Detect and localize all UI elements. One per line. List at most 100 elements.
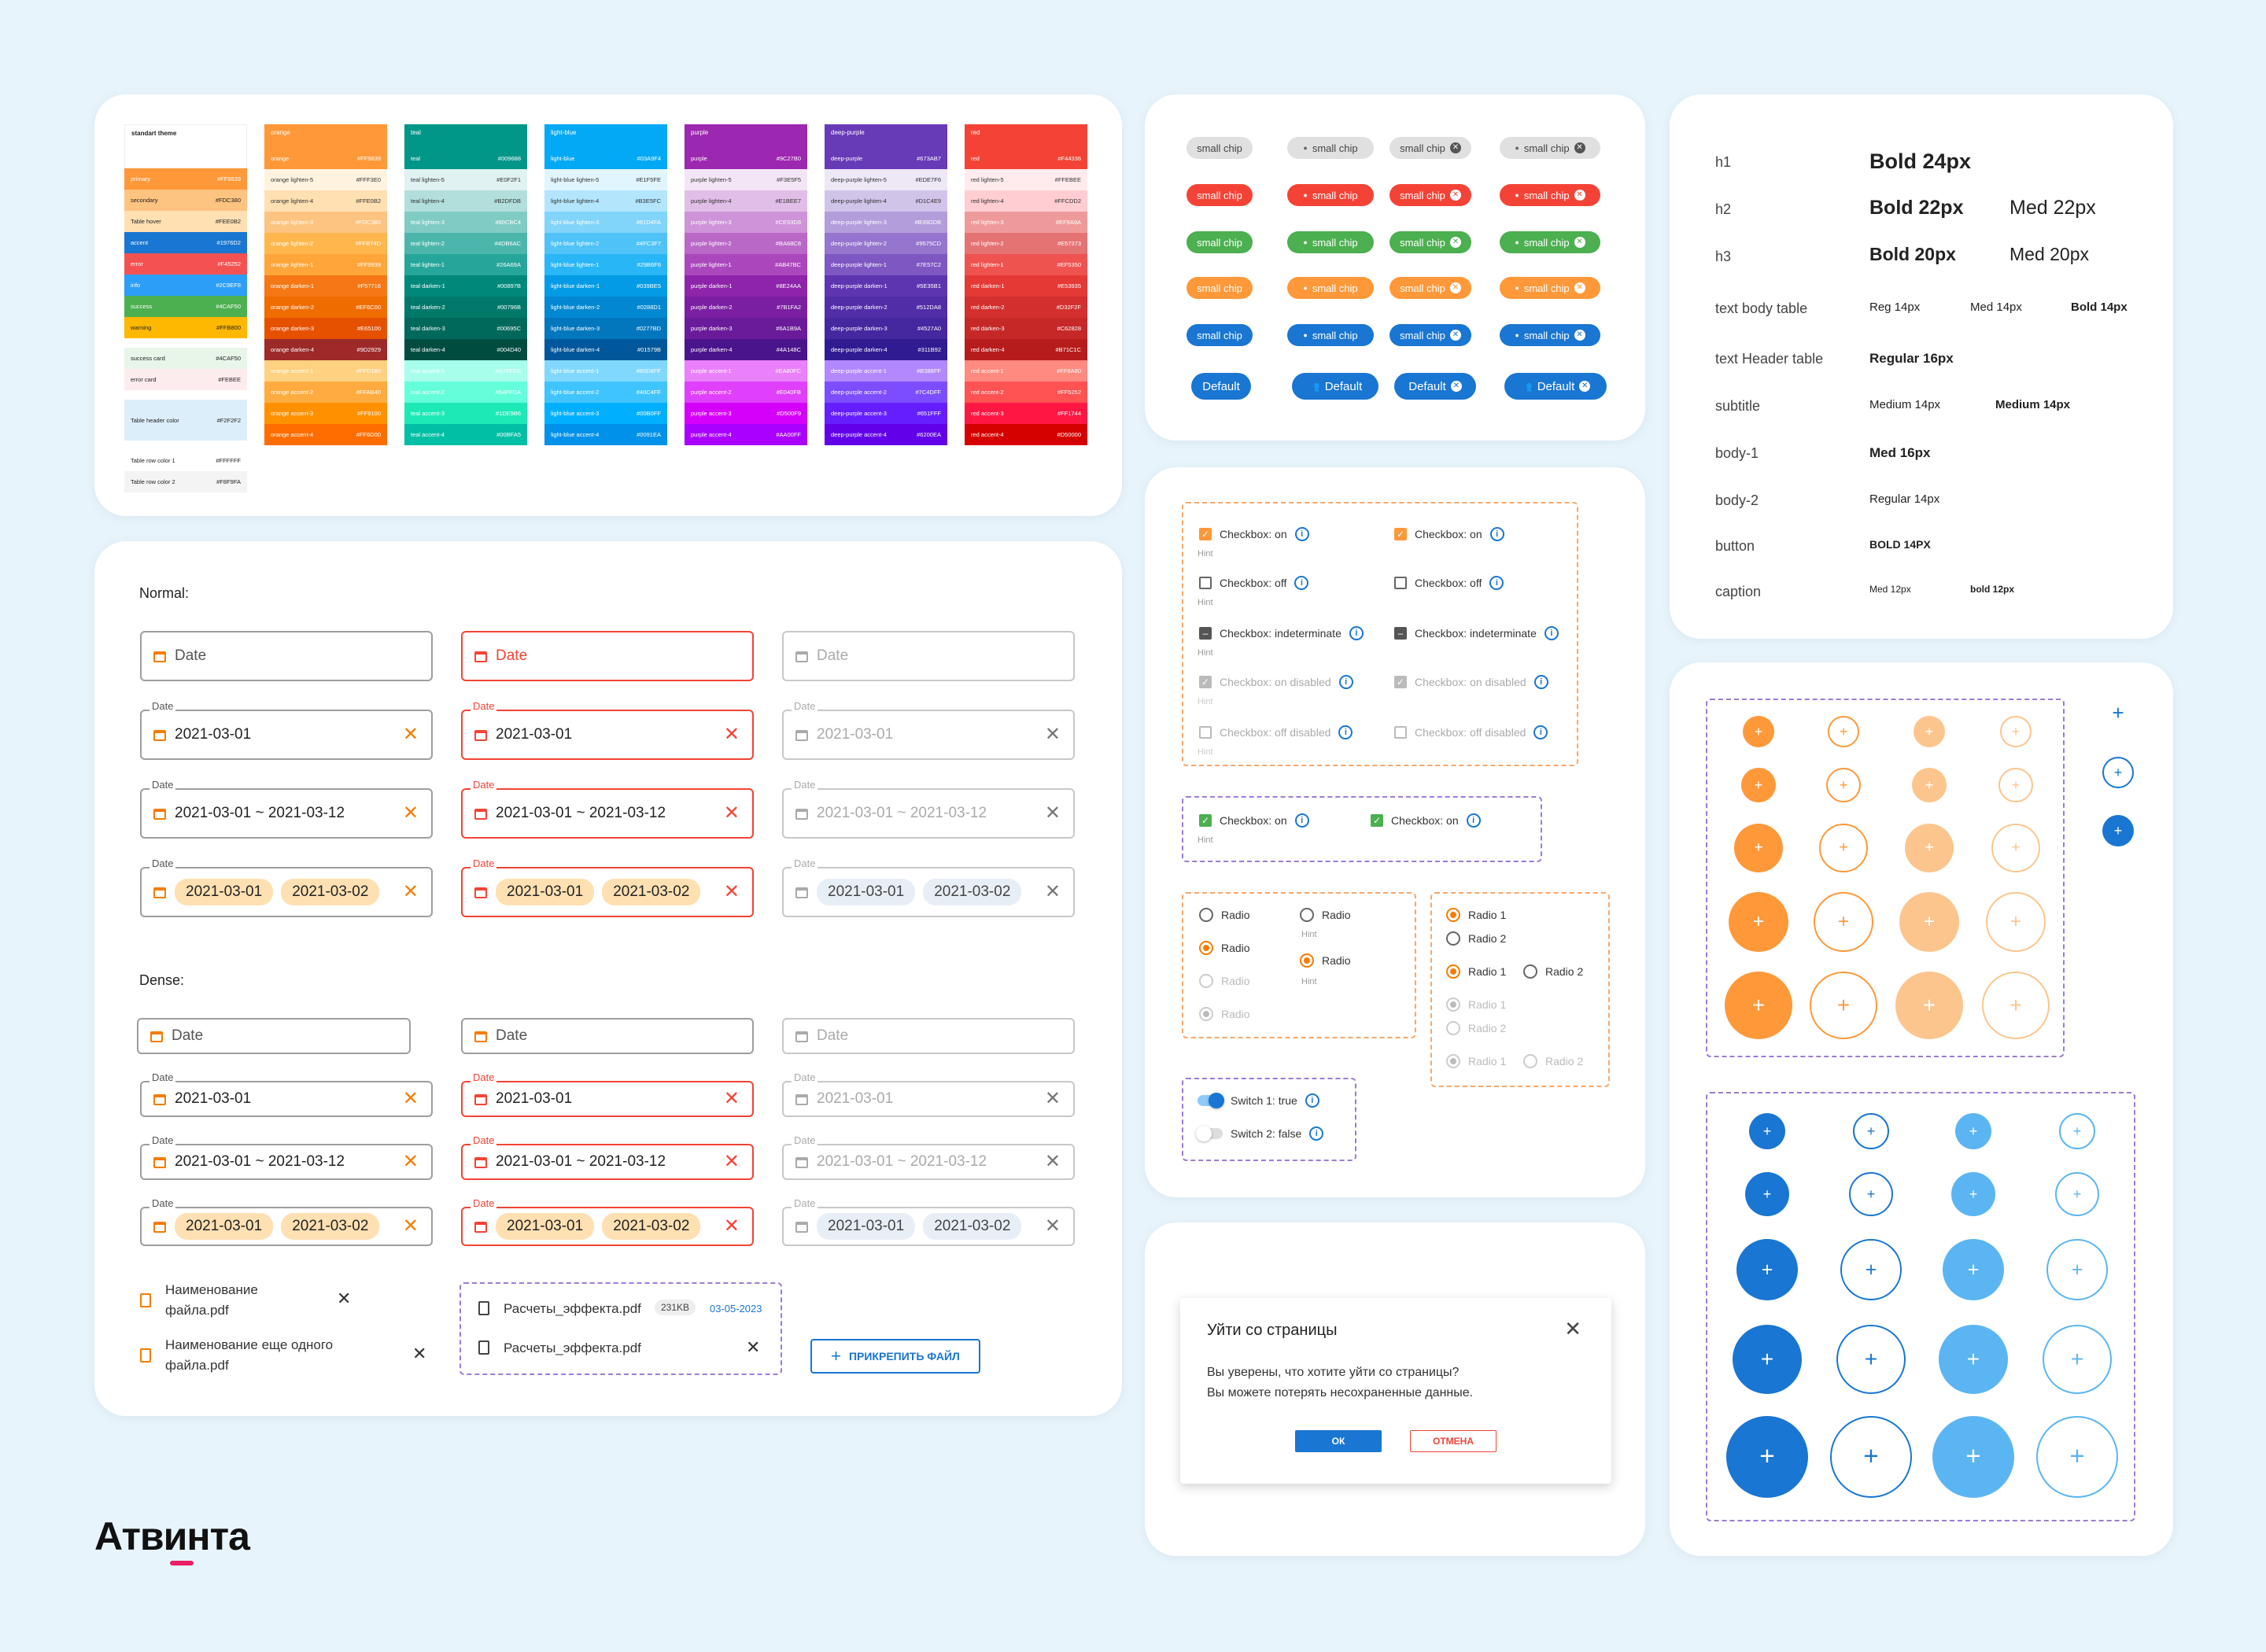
clear-icon[interactable]: ✕	[1044, 881, 1061, 902]
small-chip[interactable]: ● small chip ✕	[1500, 231, 1600, 253]
checkbox[interactable]: Checkbox: off i	[1199, 576, 1309, 590]
info-icon[interactable]: i	[1466, 813, 1481, 828]
date-chip[interactable]: 2021-03-02	[602, 879, 701, 905]
default-chip[interactable]: Default ✕	[1394, 373, 1476, 400]
fab-button[interactable]: +	[1914, 716, 1945, 747]
calendar-icon[interactable]	[153, 885, 167, 899]
radio-button[interactable]: Radio 1	[1446, 908, 1506, 922]
radio-button[interactable]: Radio 1	[1446, 1054, 1506, 1068]
checkbox[interactable]: ✓ Checkbox: on disabled i	[1199, 675, 1353, 689]
small-chip[interactable]: small chip ✕	[1389, 231, 1471, 253]
calendar-icon[interactable]	[474, 806, 488, 820]
clear-icon[interactable]: ✕	[723, 881, 740, 902]
checkbox[interactable]: Checkbox: off disabled i	[1199, 725, 1353, 739]
info-icon[interactable]: i	[1294, 527, 1309, 541]
checkbox[interactable]: ✓ Checkbox: on i	[1199, 527, 1309, 541]
fab-button[interactable]: +	[1905, 824, 1954, 872]
dialog-close-icon[interactable]: ✕	[1564, 1317, 1581, 1340]
calendar-icon[interactable]	[153, 728, 167, 742]
radio-button[interactable]: Radio 2	[1446, 1021, 1506, 1035]
switch-on[interactable]: Switch 1: true i	[1198, 1093, 1319, 1108]
small-chip[interactable]: small chip	[1187, 184, 1253, 206]
fab-button[interactable]: +	[1725, 972, 1792, 1039]
file-remove-icon[interactable]: ✕	[337, 1289, 352, 1308]
fab-button[interactable]: +	[1743, 716, 1774, 747]
radio-button[interactable]: Radio	[1199, 974, 1250, 988]
chip-close-icon[interactable]: ✕	[1449, 282, 1461, 293]
date-field[interactable]: Date	[137, 1018, 411, 1054]
date-field[interactable]: Date	[461, 1018, 754, 1054]
date-chip[interactable]: 2021-03-01	[175, 1213, 274, 1240]
date-field[interactable]: Date 2021-03-01 ✕	[140, 700, 433, 760]
fab-button[interactable]: +	[1991, 824, 2040, 872]
info-icon[interactable]: i	[1338, 725, 1353, 739]
small-chip[interactable]: small chip	[1187, 231, 1253, 253]
info-icon[interactable]: i	[1533, 675, 1548, 689]
small-chip[interactable]: ● small chip	[1287, 277, 1374, 299]
fab-button[interactable]: +	[1810, 972, 1877, 1039]
fab-button[interactable]: +	[1814, 892, 1873, 952]
small-chip[interactable]: small chip	[1187, 277, 1253, 299]
date-field[interactable]: Date 2021-03-01 ~ 2021-03-12 ✕	[461, 1134, 754, 1180]
calendar-icon[interactable]	[474, 885, 488, 899]
date-chip[interactable]: 2021-03-01	[496, 1213, 595, 1240]
calendar-icon[interactable]	[153, 1219, 167, 1233]
dialog-ok-button[interactable]: ОК	[1295, 1430, 1382, 1452]
small-chip[interactable]: small chip ✕	[1389, 184, 1471, 206]
calendar-icon[interactable]	[795, 728, 809, 742]
clear-icon[interactable]: ✕	[402, 1088, 419, 1109]
date-chip[interactable]: 2021-03-01	[175, 879, 274, 905]
checkbox[interactable]: Checkbox: off disabled i	[1394, 725, 1548, 739]
info-icon[interactable]: i	[1489, 576, 1504, 590]
date-field[interactable]: Date 2021-03-01 ~ 2021-03-12 ✕	[461, 779, 754, 839]
fab-button[interactable]: +	[1943, 1239, 2004, 1300]
fab-button[interactable]: +	[2046, 1239, 2108, 1300]
chip-close-icon[interactable]: ✕	[1574, 190, 1585, 201]
fab-button[interactable]: +	[1734, 824, 1783, 872]
calendar-icon[interactable]	[795, 1092, 809, 1106]
calendar-icon[interactable]	[795, 885, 809, 899]
fab-button[interactable]: +	[1828, 716, 1859, 747]
date-chip[interactable]: 2021-03-02	[281, 1213, 380, 1240]
date-field[interactable]: Date 2021-03-01 ✕	[461, 1071, 754, 1117]
checkbox[interactable]: ✓ Checkbox: on disabled i	[1394, 675, 1548, 689]
calendar-icon[interactable]	[474, 649, 488, 663]
calendar-icon[interactable]	[153, 649, 167, 663]
date-chip[interactable]: 2021-03-01	[496, 879, 595, 905]
radio-button[interactable]: Radio	[1199, 1007, 1250, 1021]
clear-icon[interactable]: ✕	[402, 881, 419, 902]
info-icon[interactable]: i	[1294, 576, 1309, 590]
radio-button[interactable]: Radio 1	[1446, 964, 1506, 979]
file-remove-icon[interactable]: ✕	[412, 1344, 427, 1363]
fab-button[interactable]: +	[2102, 815, 2134, 846]
checkbox[interactable]: ✓ Checkbox: on i	[1371, 813, 1481, 828]
date-field[interactable]: Date	[782, 1018, 1075, 1054]
radio-button[interactable]: Radio 2	[1523, 964, 1583, 979]
clear-icon[interactable]: ✕	[1044, 724, 1061, 745]
switch-off[interactable]: Switch 2: false i	[1196, 1126, 1324, 1141]
date-field[interactable]: Date 2021-03-01 ~ 2021-03-12 ✕	[782, 1134, 1075, 1180]
small-chip[interactable]: ● small chip ✕	[1500, 137, 1600, 159]
chip-close-icon[interactable]: ✕	[1574, 282, 1585, 293]
date-field[interactable]: Date 2021-03-01 2021-03-02 ✕	[782, 1197, 1075, 1246]
calendar-icon[interactable]	[795, 1029, 809, 1043]
info-icon[interactable]: i	[1489, 527, 1504, 541]
info-icon[interactable]: i	[1294, 813, 1309, 828]
clear-icon[interactable]: ✕	[723, 1088, 740, 1109]
fab-button[interactable]: +	[2059, 1113, 2095, 1149]
small-chip[interactable]: small chip ✕	[1389, 137, 1471, 159]
date-field[interactable]: Date 2021-03-01 ✕	[782, 1071, 1075, 1117]
clear-icon[interactable]: ✕	[402, 724, 419, 745]
fab-button[interactable]: +	[1912, 768, 1947, 802]
calendar-icon[interactable]	[795, 806, 809, 820]
chip-close-icon[interactable]: ✕	[1449, 237, 1461, 248]
fab-button[interactable]: +	[1826, 768, 1861, 802]
calendar-icon[interactable]	[474, 1219, 488, 1233]
fab-button[interactable]: +	[1749, 1113, 1785, 1149]
fab-button[interactable]: +	[1932, 1416, 2014, 1498]
fab-button[interactable]: +	[1729, 892, 1788, 952]
attach-file-button[interactable]: + ПРИКРЕПИТЬ ФАЙЛ	[810, 1339, 980, 1374]
fab-button[interactable]: +	[1745, 1172, 1789, 1216]
fab-button[interactable]: +	[1830, 1416, 1912, 1498]
date-chip[interactable]: 2021-03-01	[817, 879, 916, 905]
